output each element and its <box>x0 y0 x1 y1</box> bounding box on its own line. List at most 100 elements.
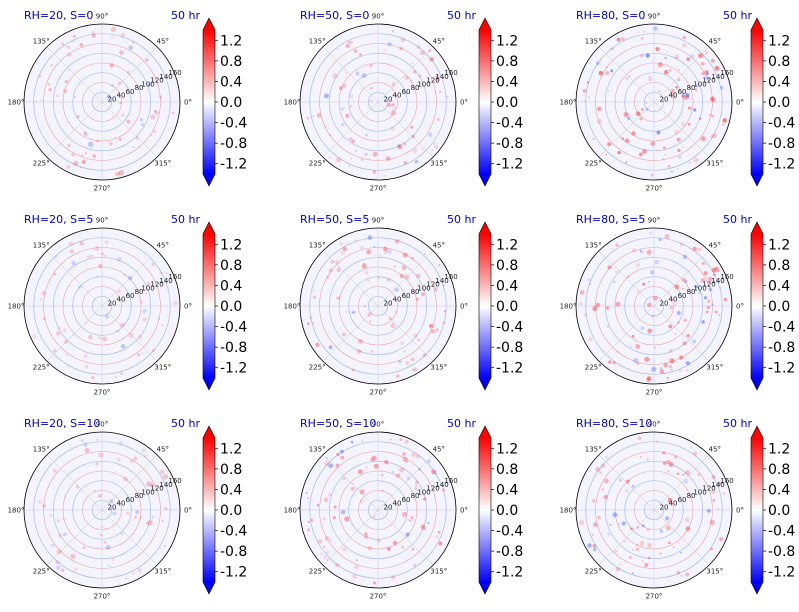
field-speck <box>328 268 334 273</box>
panel-title: RH=20, S=10 <box>24 417 100 430</box>
field-speck <box>112 511 117 516</box>
field-speck <box>340 455 345 460</box>
field-speck <box>682 146 685 149</box>
field-speck <box>651 366 657 372</box>
field-speck <box>659 369 665 374</box>
field-speck <box>121 322 126 327</box>
field-speck <box>641 524 645 528</box>
colorbar-outline <box>750 221 764 391</box>
field-speck <box>357 469 363 475</box>
field-speck <box>435 535 439 539</box>
colorbar-tick-label: -1.2 <box>768 157 795 173</box>
radial-tick-label: 20 <box>384 503 393 511</box>
field-speck <box>385 156 391 162</box>
colorbar-tick-label: 1.2 <box>768 441 790 457</box>
angular-gridline <box>653 509 710 566</box>
field-speck <box>38 74 42 78</box>
field-speck <box>65 354 68 357</box>
field-speck <box>417 467 421 471</box>
field-speck <box>312 295 317 299</box>
field-speck <box>693 451 698 456</box>
field-speck <box>163 544 167 548</box>
radial-tick-label: 40 <box>669 500 678 508</box>
panel-time-label: 50 hr <box>723 213 752 226</box>
radial-tick-label: 80 <box>135 288 144 296</box>
field-speck <box>664 56 667 60</box>
field-speck <box>437 530 441 534</box>
field-speck <box>317 539 323 544</box>
radial-tick-label: 60 <box>402 88 411 96</box>
field-speck <box>394 310 397 313</box>
field-speck <box>700 136 706 142</box>
radial-tick-label: 80 <box>411 288 420 296</box>
colorbar-extend-max <box>751 18 763 30</box>
radial-tick-label: 60 <box>126 496 135 504</box>
field-speck <box>91 31 95 35</box>
field-speck <box>674 455 678 459</box>
field-speck <box>404 75 409 81</box>
field-speck <box>664 70 669 75</box>
polar-boundary <box>23 227 181 385</box>
field-speck <box>681 43 687 48</box>
field-speck <box>410 516 414 520</box>
field-speck <box>666 376 669 380</box>
field-speck <box>614 549 618 553</box>
field-speck <box>621 137 625 140</box>
field-speck <box>101 526 104 529</box>
field-speck <box>320 553 323 556</box>
panel-time-label: 50 hr <box>171 213 200 226</box>
field-speck <box>84 448 90 454</box>
field-speck <box>631 572 634 575</box>
field-speck <box>109 498 114 504</box>
radial-tick-label: 60 <box>678 88 687 96</box>
radial-tick-label: 40 <box>393 296 402 304</box>
radial-tick-label: 20 <box>660 503 669 511</box>
panel-time-label: 50 hr <box>447 417 476 430</box>
field-speck <box>711 267 718 273</box>
field-speck <box>682 35 686 40</box>
field-speck <box>679 355 684 360</box>
field-speck <box>660 367 662 369</box>
field-speck <box>71 260 76 266</box>
field-speck <box>316 112 322 118</box>
field-speck <box>442 321 446 325</box>
field-speck <box>135 136 139 140</box>
field-speck <box>76 114 80 119</box>
field-speck <box>711 474 716 480</box>
field-speck <box>656 130 661 135</box>
field-speck <box>636 526 640 529</box>
field-speck <box>361 440 364 443</box>
field-speck <box>364 152 368 156</box>
field-speck <box>410 125 414 129</box>
field-speck <box>98 494 102 498</box>
field-speck <box>83 354 88 359</box>
panel-time-label: 50 hr <box>447 213 476 226</box>
field-speck <box>328 492 332 497</box>
field-speck <box>391 103 395 107</box>
field-speck <box>670 88 675 94</box>
field-speck <box>350 486 355 491</box>
radial-tick-label: 20 <box>384 95 393 103</box>
field-speck <box>665 516 670 521</box>
field-speck <box>341 450 344 453</box>
field-speck <box>694 88 698 92</box>
field-speck <box>58 533 62 538</box>
angle-tick-label: 270° <box>646 185 663 193</box>
field-speck <box>708 113 712 116</box>
field-speck <box>56 519 60 523</box>
field-speck <box>605 153 608 156</box>
field-speck <box>149 519 153 523</box>
angular-gridline <box>46 454 103 511</box>
colorbar-extend-max <box>203 222 215 234</box>
field-speck <box>402 456 408 462</box>
field-speck <box>637 436 642 441</box>
field-speck <box>120 343 126 349</box>
field-speck <box>607 532 611 536</box>
angle-tick-label: 180° <box>560 99 577 107</box>
colorbar: 1.2 0.8 0.4 0.0 -0.4 -0.8 -1.2 <box>478 17 523 187</box>
angular-gridline <box>598 250 655 307</box>
angle-tick-label: 135° <box>33 242 50 250</box>
angle-tick-label: 0° <box>736 99 744 107</box>
field-speck <box>438 541 443 546</box>
field-speck <box>607 142 612 147</box>
